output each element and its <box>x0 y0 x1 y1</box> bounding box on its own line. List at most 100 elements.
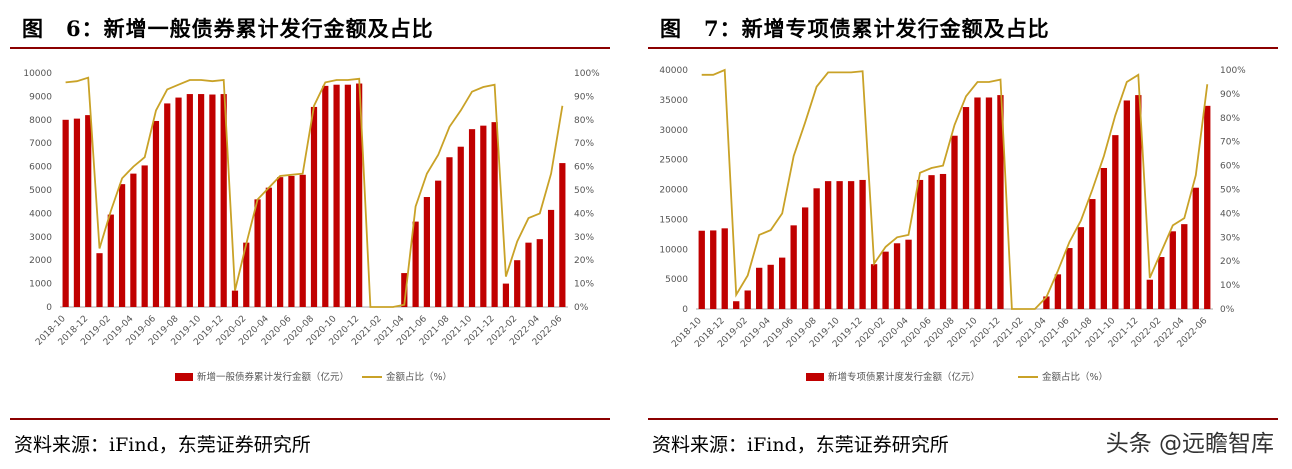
y-left-tick-label: 5000 <box>29 186 52 196</box>
chart-general-bonds: 0 1000 2000 3000 4000 5000 6000 7000 8000 9000 100… <box>23 69 600 383</box>
legend-bar-label: 新增一般债券累计发行金额（亿元） <box>197 371 349 383</box>
bar <box>412 221 419 307</box>
bar <box>836 181 843 309</box>
bar <box>525 242 532 307</box>
y-left-tick-label: 0 <box>46 303 52 313</box>
bar <box>813 188 820 309</box>
y-left-tick-label: 30000 <box>659 126 688 136</box>
bar <box>951 135 958 309</box>
source-divider <box>648 418 1278 420</box>
bar <box>824 181 832 309</box>
y-right-tick-label: 60% <box>574 163 594 173</box>
bar <box>265 187 272 307</box>
y-left-tick-label: 25000 <box>659 156 688 166</box>
bar <box>847 181 855 309</box>
bar <box>152 120 160 307</box>
bar <box>254 199 261 307</box>
y-left-tick-label: 5000 <box>665 275 688 285</box>
y-right-tick-label: 70% <box>574 139 594 149</box>
bar <box>962 107 970 309</box>
y-left-tick-label: 9000 <box>29 92 52 102</box>
bar <box>73 118 81 307</box>
bar <box>356 83 363 307</box>
source-note: 资料来源：iFind，东莞证券研究所 <box>652 434 949 456</box>
bar <box>1158 257 1165 309</box>
legend-bar-swatch <box>175 373 193 381</box>
y-right-tick-label: 60% <box>1220 162 1240 172</box>
y-right-tick-label: 90% <box>574 92 594 102</box>
chart-special-bonds: 0 5000 10000 15000 20000 25000 30000 35000 40000… <box>659 66 1246 383</box>
bar <box>220 94 227 307</box>
bar <box>118 184 126 307</box>
legend-line-label: 金额占比（%） <box>1042 371 1108 383</box>
bar <box>231 290 239 307</box>
bar <box>1146 279 1153 309</box>
y-right-tick-label: 10% <box>1220 281 1240 291</box>
bar <box>401 273 408 307</box>
bar <box>905 239 912 309</box>
bar <box>209 94 216 307</box>
bar <box>435 180 442 307</box>
bar <box>480 125 487 308</box>
title-divider <box>10 47 610 49</box>
bar <box>1043 296 1050 309</box>
y-right-tick-label: 0% <box>574 303 589 313</box>
y-left-tick-label: 10000 <box>23 69 52 79</box>
bar <box>536 239 543 307</box>
y-right-tick-label: 30% <box>574 233 594 243</box>
bar <box>893 243 901 309</box>
bar <box>916 179 924 309</box>
bar <box>1204 105 1211 309</box>
y-right-tick-label: 40% <box>574 209 594 219</box>
bar <box>1066 248 1073 309</box>
y-right-tick-label: 70% <box>1220 138 1240 148</box>
bar <box>198 94 205 307</box>
legend-line-label: 金额占比（%） <box>386 371 452 383</box>
bar <box>1192 187 1199 309</box>
bar <box>939 173 947 309</box>
bar <box>1169 231 1176 309</box>
y-right-tick-label: 20% <box>574 256 594 266</box>
legend-bar-swatch <box>806 373 824 381</box>
bar <box>468 129 476 307</box>
bar <box>446 157 453 307</box>
bar <box>62 119 69 307</box>
bar <box>882 251 889 309</box>
source-divider <box>10 418 610 420</box>
bar <box>1077 227 1085 309</box>
bar <box>1054 274 1062 309</box>
y-left-tick-label: 0 <box>682 305 688 315</box>
title-divider <box>648 47 1278 49</box>
y-right-tick-label: 50% <box>1220 186 1240 196</box>
bar <box>779 257 786 309</box>
bar <box>1089 199 1096 309</box>
bar <box>491 122 498 307</box>
y-left-tick-label: 7000 <box>29 139 52 149</box>
figure-6-panel: 图 6：新增一般债券累计发行金额及占比 0 1000 2000 3000 4000 500… <box>10 0 610 469</box>
bar <box>698 230 705 309</box>
bar <box>1100 167 1108 309</box>
bar <box>288 175 295 307</box>
y-left-tick-label: 2000 <box>29 256 52 266</box>
y-right-tick-label: 50% <box>574 186 594 196</box>
bar <box>733 301 740 309</box>
bar <box>107 214 114 307</box>
bar <box>870 264 878 309</box>
bar <box>859 179 866 309</box>
bar <box>1123 100 1130 309</box>
y-right-tick-label: 90% <box>1220 90 1240 100</box>
bar <box>756 267 763 309</box>
bar <box>801 207 809 309</box>
y-right-tick-label: 100% <box>574 69 600 79</box>
bar <box>333 84 340 307</box>
bar <box>985 97 993 309</box>
source-note: 资料来源：iFind，东莞证券研究所 <box>14 434 311 456</box>
y-left-tick-label: 4000 <box>29 209 52 219</box>
bar <box>559 163 566 307</box>
y-left-tick-label: 8000 <box>29 116 52 126</box>
y-right-tick-label: 0% <box>1220 305 1235 315</box>
bar <box>243 242 250 307</box>
bar <box>1181 224 1188 309</box>
y-right-tick-label: 40% <box>1220 209 1240 219</box>
bar <box>997 95 1004 309</box>
